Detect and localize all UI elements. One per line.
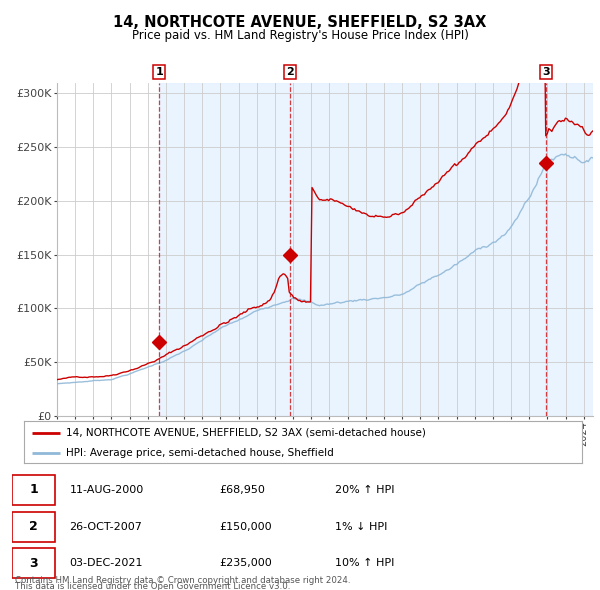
- Text: 10% ↑ HPI: 10% ↑ HPI: [335, 558, 394, 568]
- Text: 3: 3: [29, 557, 38, 570]
- Text: Price paid vs. HM Land Registry's House Price Index (HPI): Price paid vs. HM Land Registry's House …: [131, 30, 469, 42]
- Text: 14, NORTHCOTE AVENUE, SHEFFIELD, S2 3AX: 14, NORTHCOTE AVENUE, SHEFFIELD, S2 3AX: [113, 15, 487, 30]
- Bar: [159, 83, 290, 416]
- Bar: [546, 83, 593, 416]
- Text: 2: 2: [286, 67, 294, 77]
- Text: 20% ↑ HPI: 20% ↑ HPI: [335, 485, 394, 495]
- Text: This data is licensed under the Open Government Licence v3.0.: This data is licensed under the Open Gov…: [15, 582, 290, 590]
- Text: HPI: Average price, semi-detached house, Sheffield: HPI: Average price, semi-detached house,…: [66, 448, 334, 457]
- Text: £68,950: £68,950: [220, 485, 265, 495]
- Text: 3: 3: [542, 67, 550, 77]
- Text: 11-AUG-2000: 11-AUG-2000: [70, 485, 144, 495]
- Text: 1% ↓ HPI: 1% ↓ HPI: [335, 522, 387, 532]
- Text: 1: 1: [29, 483, 38, 496]
- FancyBboxPatch shape: [12, 512, 55, 542]
- Bar: [290, 83, 546, 416]
- Text: £150,000: £150,000: [220, 522, 272, 532]
- FancyBboxPatch shape: [12, 475, 55, 504]
- FancyBboxPatch shape: [12, 549, 55, 578]
- Text: 14, NORTHCOTE AVENUE, SHEFFIELD, S2 3AX (semi-detached house): 14, NORTHCOTE AVENUE, SHEFFIELD, S2 3AX …: [66, 428, 426, 438]
- Text: 1: 1: [155, 67, 163, 77]
- Text: £235,000: £235,000: [220, 558, 272, 568]
- Text: Contains HM Land Registry data © Crown copyright and database right 2024.: Contains HM Land Registry data © Crown c…: [15, 576, 350, 585]
- Text: 2: 2: [29, 520, 38, 533]
- Text: 03-DEC-2021: 03-DEC-2021: [70, 558, 143, 568]
- Text: 26-OCT-2007: 26-OCT-2007: [70, 522, 142, 532]
